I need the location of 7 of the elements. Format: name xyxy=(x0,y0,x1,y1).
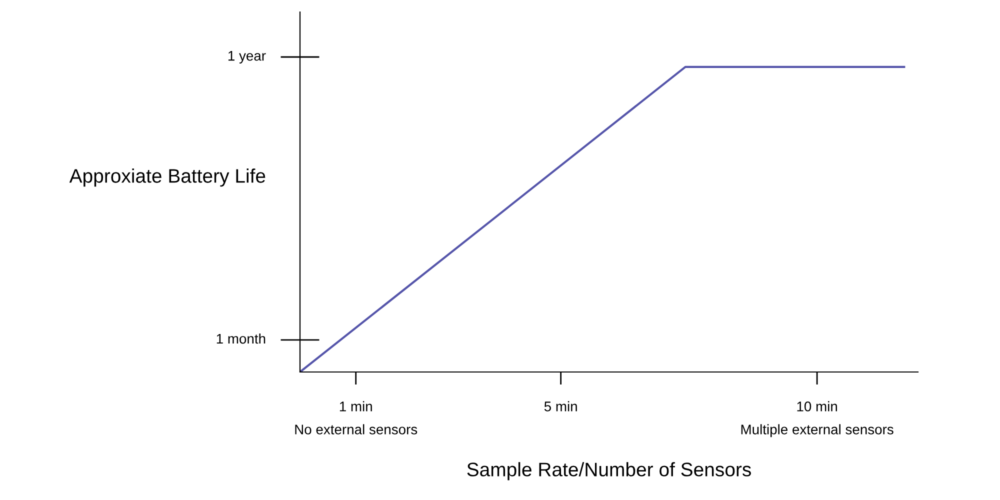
text: 1 year xyxy=(228,51,266,64)
x-axis-title: Sample Rate/Number of Sensors xyxy=(467,462,751,480)
x-tick-label: 10 min Multiple external sensors xyxy=(741,401,894,438)
x-tick-label: 5 min xyxy=(544,401,577,412)
text: 1 month xyxy=(216,333,266,344)
x-tick-label: 1 min No external sensors xyxy=(295,401,418,434)
y-axis-title: Approxiate Battery Life xyxy=(69,168,266,187)
